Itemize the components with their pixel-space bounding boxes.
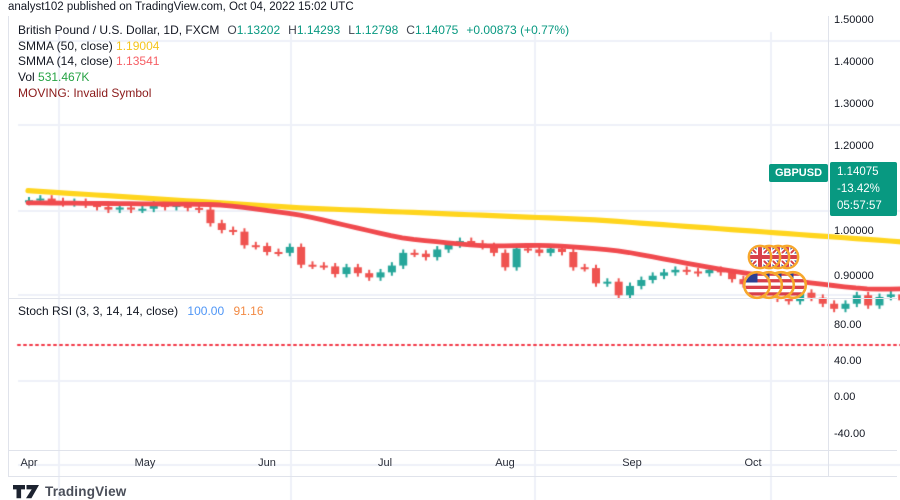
usd-flag-stack (744, 272, 806, 298)
rsi-tick-40: 40.00 (834, 355, 862, 367)
high-label: H (288, 23, 297, 37)
low-label: L (348, 23, 355, 37)
volume-row[interactable]: Vol 531.467K (18, 70, 569, 86)
month-label-apr: Apr (20, 457, 38, 469)
change-percent-value: -13.42% (837, 183, 880, 195)
month-label-oct: Oct (744, 457, 762, 469)
tradingview-logo-icon (13, 485, 39, 499)
published-caption: analyst102 published on TradingView.com,… (8, 1, 354, 13)
high-value: 1.14293 (296, 23, 341, 37)
smma14-value: 1.13541 (116, 54, 160, 69)
tradingview-brand-text: TradingView (45, 484, 127, 499)
price-tick-1-30: 1.30000 (834, 98, 874, 110)
close-label: C (406, 23, 415, 37)
last-price-value: 1.14075 (837, 166, 879, 178)
stoch-rsi-legend[interactable]: Stoch RSI (3, 3, 14, 14, close) 100.00 9… (18, 304, 264, 318)
smma14-row[interactable]: SMMA (14, close) 1.13541 (18, 54, 569, 70)
close-value: 1.14075 (414, 23, 459, 37)
month-label-aug: Aug (495, 457, 515, 469)
time-axis-separator[interactable] (8, 450, 897, 451)
symbol-price-label[interactable]: GBPUSD (769, 164, 828, 182)
smma50-row[interactable]: SMMA (50, close) 1.19004 (18, 39, 569, 55)
open-value: 1.13202 (236, 23, 281, 37)
month-label-sep: Sep (622, 457, 642, 469)
symbol-ohlc-row[interactable]: British Pound / U.S. Dollar, 1D, FXCM O1.… (18, 23, 569, 39)
month-label-may: May (134, 457, 156, 469)
rsi-tick-80: 80.00 (834, 319, 862, 331)
price-scale-separator[interactable] (828, 16, 829, 476)
low-value: 1.12798 (354, 23, 399, 37)
price-tick-1-00: 1.00000 (834, 225, 874, 237)
price-tick-1-50: 1.50000 (834, 14, 874, 26)
smma50-value: 1.19004 (116, 38, 160, 53)
currency-flag-icons (741, 243, 816, 301)
last-price-box[interactable]: 1.14075 -13.42% 05:57:57 (830, 162, 897, 216)
month-label-jul: Jul (377, 457, 393, 469)
chart-bottom-border (8, 476, 897, 477)
price-tick-1-20: 1.20000 (834, 140, 874, 152)
tradingview-footer[interactable]: TradingView (13, 484, 126, 499)
bar-countdown: 05:57:57 (837, 200, 882, 212)
volume-label: Vol (18, 70, 35, 85)
rsi-tick-m40: -40.00 (834, 428, 866, 440)
open-label: O (227, 23, 237, 37)
price-tick-1-40: 1.40000 (834, 56, 874, 68)
rsi-tick-0: 0.00 (834, 391, 856, 403)
symbol-title[interactable]: British Pound / U.S. Dollar, 1D, FXCM (18, 23, 220, 37)
volume-value: 531.467K (38, 70, 90, 85)
stoch-rsi-k-value: 100.00 (187, 304, 225, 318)
stoch-rsi-label: Stoch RSI (3, 3, 14, 14, close) (18, 304, 179, 318)
stoch-rsi-d-value: 91.16 (233, 304, 264, 318)
gbp-flag-stack (749, 246, 798, 268)
invalid-study-row[interactable]: MOVING: Invalid Symbol (18, 86, 569, 102)
month-label-jun: Jun (258, 457, 276, 469)
smma50-label: SMMA (50, close) (18, 38, 113, 53)
smma14-label: SMMA (14, close) (18, 54, 113, 69)
invalid-study-text: MOVING: Invalid Symbol (18, 85, 152, 100)
change-value: +0.00873 (+0.77%) (466, 23, 570, 37)
main-chart-legend: British Pound / U.S. Dollar, 1D, FXCM O1.… (18, 23, 569, 102)
chart-left-border (8, 16, 9, 476)
price-tick-0-90: 0.90000 (834, 270, 874, 282)
pane-separator[interactable] (8, 298, 897, 299)
